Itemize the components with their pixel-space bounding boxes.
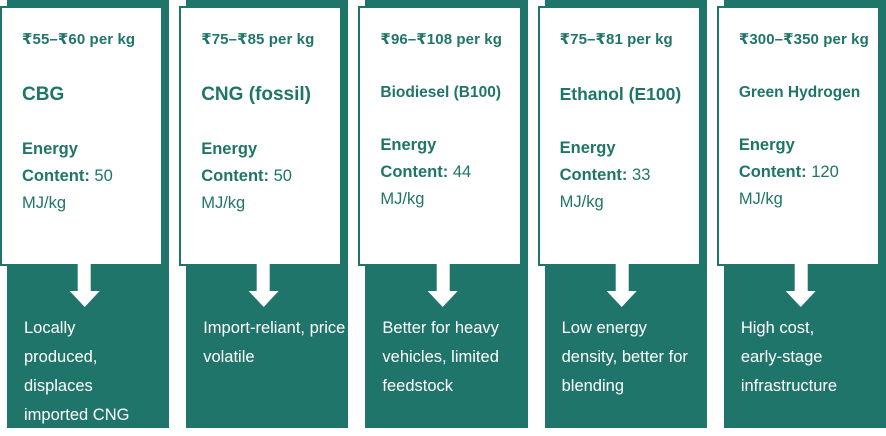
fuel-name: Green Hydrogen: [738, 84, 861, 101]
energy-content-value: 50 MJ/kg: [22, 167, 113, 212]
fuel-name: Ethanol (E100): [559, 84, 682, 104]
fuel-name: Biodiesel (B100): [380, 84, 502, 101]
fuel-note: Import-reliant, price volatile: [203, 319, 346, 366]
energy-content: Energy Content: 50 MJ/kg: [201, 136, 313, 217]
fuel-name: CBG: [22, 84, 65, 105]
energy-content-value: 33 MJ/kg: [559, 166, 651, 211]
energy-content: Energy Content: 120 MJ/kg: [739, 132, 851, 213]
energy-content: Energy Content: 50 MJ/kg: [22, 136, 134, 217]
down-arrow-icon: [786, 246, 817, 307]
fuel-card: ₹300–₹350 per kg Green Hydrogen Energy C…: [716, 6, 881, 266]
energy-content-label: Energy Content:: [22, 140, 90, 185]
fuel-note: Better for heavy vehicles, limited feeds…: [382, 319, 499, 395]
fuel-column-ethanol: ₹75–₹81 per kg Ethanol (E100) Energy Con…: [537, 0, 707, 436]
down-arrow-icon: [606, 246, 637, 307]
price-range: ₹300–₹350 per kg: [738, 31, 869, 48]
energy-content: Energy Content: 44 MJ/kg: [380, 132, 492, 213]
fuel-card: ₹96–₹108 per kg Biodiesel (B100) Energy …: [358, 6, 522, 266]
down-arrow-icon: [427, 246, 458, 307]
price-range: ₹75–₹81 per kg: [559, 31, 673, 48]
fuel-note: Locally produced, displaces imported CNG: [24, 319, 130, 424]
fuel-column-biodiesel: ₹96–₹108 per kg Biodiesel (B100) Energy …: [358, 0, 528, 436]
price-range: ₹55–₹60 per kg: [22, 31, 136, 48]
energy-content-label: Energy Content:: [738, 136, 807, 181]
fuel-column-cng: ₹75–₹85 per kg CNG (fossil) Energy Conte…: [179, 0, 349, 436]
energy-content-value: 120 MJ/kg: [738, 163, 839, 208]
energy-content-label: Energy Content:: [559, 139, 628, 184]
energy-content: Energy Content: 33 MJ/kg: [560, 135, 672, 216]
energy-content-value: 50 MJ/kg: [201, 167, 292, 212]
fuel-card: ₹75–₹85 per kg CNG (fossil) Energy Conte…: [179, 6, 343, 266]
fuel-column-cbg: ₹55–₹60 per kg CBG Energy Content: 50 MJ…: [0, 0, 170, 436]
fuel-column-green-hydrogen: ₹300–₹350 per kg Green Hydrogen Energy C…: [716, 0, 886, 436]
price-range: ₹75–₹85 per kg: [201, 31, 315, 48]
energy-content-value: 44 MJ/kg: [380, 163, 472, 208]
down-arrow-icon: [248, 246, 279, 307]
energy-content-label: Energy Content:: [380, 136, 449, 181]
price-range: ₹96–₹108 per kg: [380, 31, 503, 48]
down-arrow-icon: [69, 246, 100, 307]
fuel-card: ₹55–₹60 per kg CBG Energy Content: 50 MJ…: [0, 6, 164, 266]
fuel-note: Low energy density, better for blending: [561, 319, 688, 395]
energy-content-label: Energy Content:: [201, 140, 270, 185]
fuel-note: High cost, early-stage infrastructure: [740, 319, 838, 395]
fuel-card: ₹75–₹81 per kg Ethanol (E100) Energy Con…: [537, 6, 701, 266]
fuel-name: CNG (fossil): [201, 84, 311, 105]
